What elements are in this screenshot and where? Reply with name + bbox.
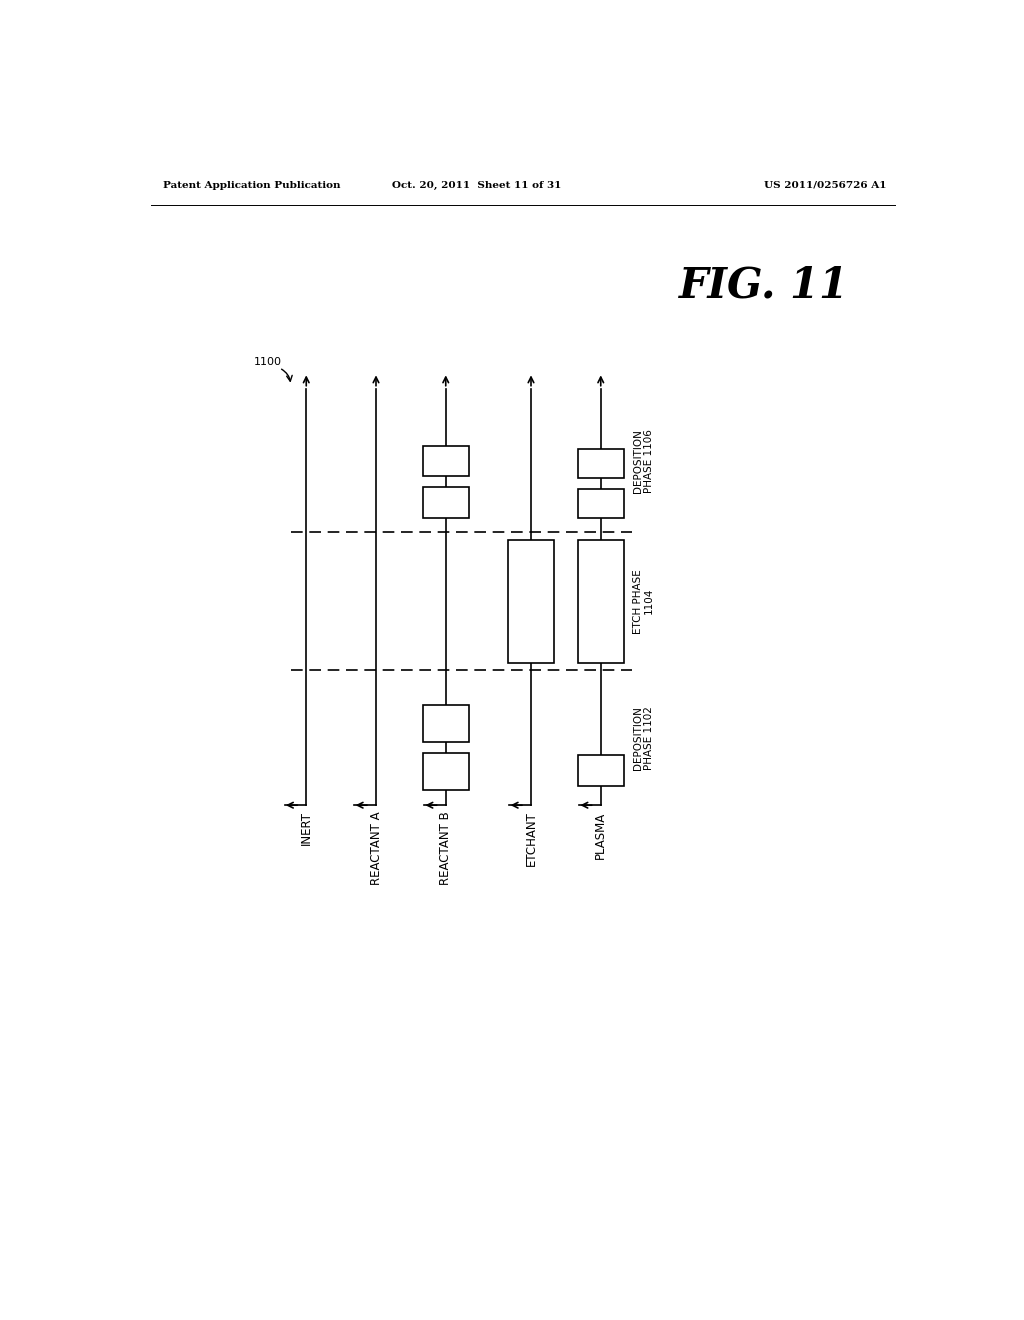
- Bar: [508, 540, 554, 663]
- Text: INERT: INERT: [300, 812, 312, 845]
- Bar: [423, 446, 469, 477]
- Text: ETCH PHASE
1104: ETCH PHASE 1104: [633, 569, 654, 634]
- Text: Patent Application Publication: Patent Application Publication: [163, 181, 340, 190]
- Text: Oct. 20, 2011  Sheet 11 of 31: Oct. 20, 2011 Sheet 11 of 31: [392, 181, 561, 190]
- Text: DEPOSITION
PHASE 1106: DEPOSITION PHASE 1106: [633, 429, 654, 492]
- Bar: [578, 449, 624, 478]
- Text: REACTANT B: REACTANT B: [439, 812, 453, 886]
- Text: FIG. 11: FIG. 11: [679, 264, 849, 306]
- Text: ETCHANT: ETCHANT: [524, 812, 538, 866]
- Bar: [423, 705, 469, 742]
- Text: DEPOSITION
PHASE 1102: DEPOSITION PHASE 1102: [633, 706, 654, 770]
- Text: 1100: 1100: [254, 358, 282, 367]
- Bar: [578, 488, 624, 517]
- Text: PLASMA: PLASMA: [594, 812, 607, 858]
- Bar: [578, 540, 624, 663]
- Bar: [423, 752, 469, 789]
- Bar: [423, 487, 469, 517]
- Text: REACTANT A: REACTANT A: [370, 812, 383, 884]
- Bar: [578, 755, 624, 785]
- Text: US 2011/0256726 A1: US 2011/0256726 A1: [764, 181, 887, 190]
